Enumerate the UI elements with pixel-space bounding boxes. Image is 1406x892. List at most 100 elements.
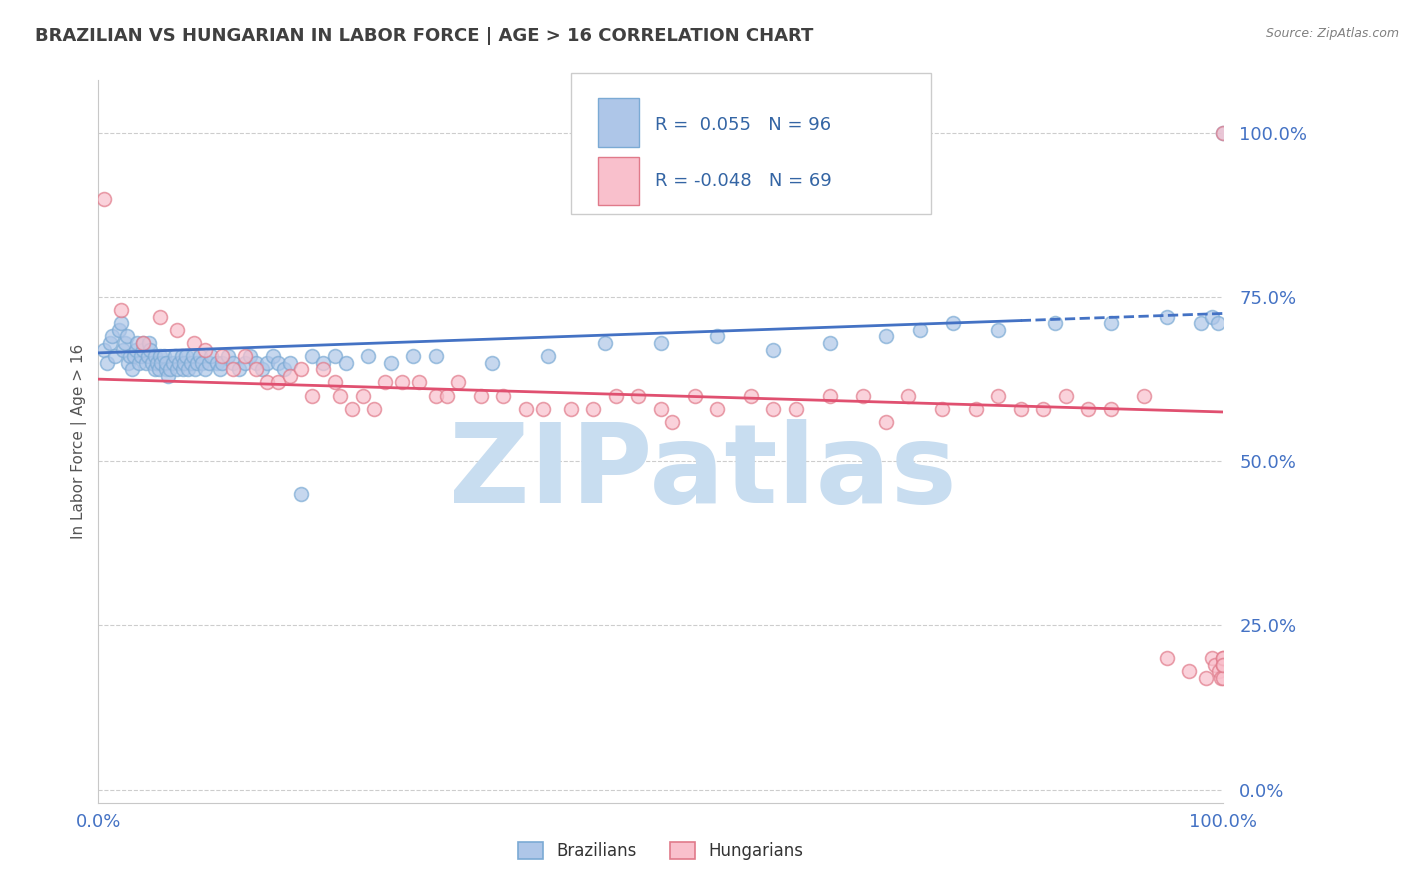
Point [162, 356, 184, 370]
Point [143, 362, 166, 376]
Point [170, 349, 193, 363]
Point [436, 388, 458, 402]
Point [180, 356, 202, 370]
Point [1195, 671, 1218, 685]
Point [1043, 316, 1066, 330]
Point [101, 329, 124, 343]
Point [1156, 310, 1178, 324]
Point [98, 336, 121, 351]
Point [117, 356, 139, 370]
Point [1208, 665, 1230, 679]
Point [374, 376, 396, 390]
Point [875, 415, 897, 429]
Text: Source: ZipAtlas.com: Source: ZipAtlas.com [1265, 27, 1399, 40]
Point [1099, 401, 1122, 416]
Point [301, 388, 323, 402]
Point [661, 415, 683, 429]
Point [256, 356, 278, 370]
Point [112, 343, 135, 357]
Point [1133, 388, 1156, 402]
Point [593, 336, 616, 351]
Point [233, 356, 256, 370]
Point [155, 356, 177, 370]
Point [447, 376, 470, 390]
Point [515, 401, 537, 416]
Point [152, 349, 174, 363]
Point [340, 401, 363, 416]
Point [1054, 388, 1077, 402]
Point [582, 401, 605, 416]
Point [762, 401, 785, 416]
Point [605, 388, 627, 402]
Point [121, 362, 143, 376]
Point [93, 343, 115, 357]
Point [323, 376, 346, 390]
Point [875, 329, 897, 343]
Point [135, 356, 157, 370]
Point [115, 329, 138, 343]
Point [157, 368, 180, 383]
Point [1178, 665, 1201, 679]
Point [1212, 657, 1234, 672]
Point [323, 349, 346, 363]
Point [181, 349, 204, 363]
Point [762, 343, 785, 357]
Point [335, 356, 357, 370]
Point [391, 376, 413, 390]
Point [380, 356, 402, 370]
Point [740, 388, 762, 402]
Point [1099, 316, 1122, 330]
Point [191, 356, 214, 370]
Point [942, 316, 965, 330]
Point [1212, 126, 1234, 140]
Point [1201, 310, 1223, 324]
Point [245, 362, 267, 376]
Point [987, 323, 1010, 337]
Point [166, 362, 188, 376]
Point [706, 329, 728, 343]
Text: R =  0.055   N = 96: R = 0.055 N = 96 [655, 116, 831, 134]
Point [290, 487, 312, 501]
FancyBboxPatch shape [571, 73, 931, 214]
Point [408, 376, 430, 390]
FancyBboxPatch shape [598, 98, 640, 147]
Point [256, 376, 278, 390]
Point [149, 349, 172, 363]
Point [146, 356, 169, 370]
Point [174, 349, 197, 363]
Point [245, 356, 267, 370]
Point [222, 362, 245, 376]
Text: R = -0.048   N = 69: R = -0.048 N = 69 [655, 172, 832, 190]
Point [785, 401, 807, 416]
Point [1212, 657, 1234, 672]
Point [481, 356, 503, 370]
Point [470, 388, 492, 402]
Point [177, 362, 200, 376]
Point [200, 349, 222, 363]
Point [125, 336, 148, 351]
Point [228, 362, 250, 376]
Point [118, 349, 141, 363]
Point [141, 356, 163, 370]
Point [1209, 671, 1232, 685]
Point [706, 401, 728, 416]
Point [278, 356, 301, 370]
Point [194, 362, 217, 376]
Point [402, 349, 425, 363]
Point [186, 356, 208, 370]
Point [908, 323, 931, 337]
Point [650, 336, 672, 351]
Point [194, 343, 217, 357]
Point [312, 362, 335, 376]
Point [169, 356, 191, 370]
Point [205, 356, 228, 370]
Point [492, 388, 515, 402]
Point [150, 356, 173, 370]
Point [987, 388, 1010, 402]
Point [163, 349, 186, 363]
Point [104, 349, 127, 363]
Point [139, 343, 162, 357]
Point [425, 388, 447, 402]
Point [1156, 651, 1178, 665]
Point [107, 323, 129, 337]
